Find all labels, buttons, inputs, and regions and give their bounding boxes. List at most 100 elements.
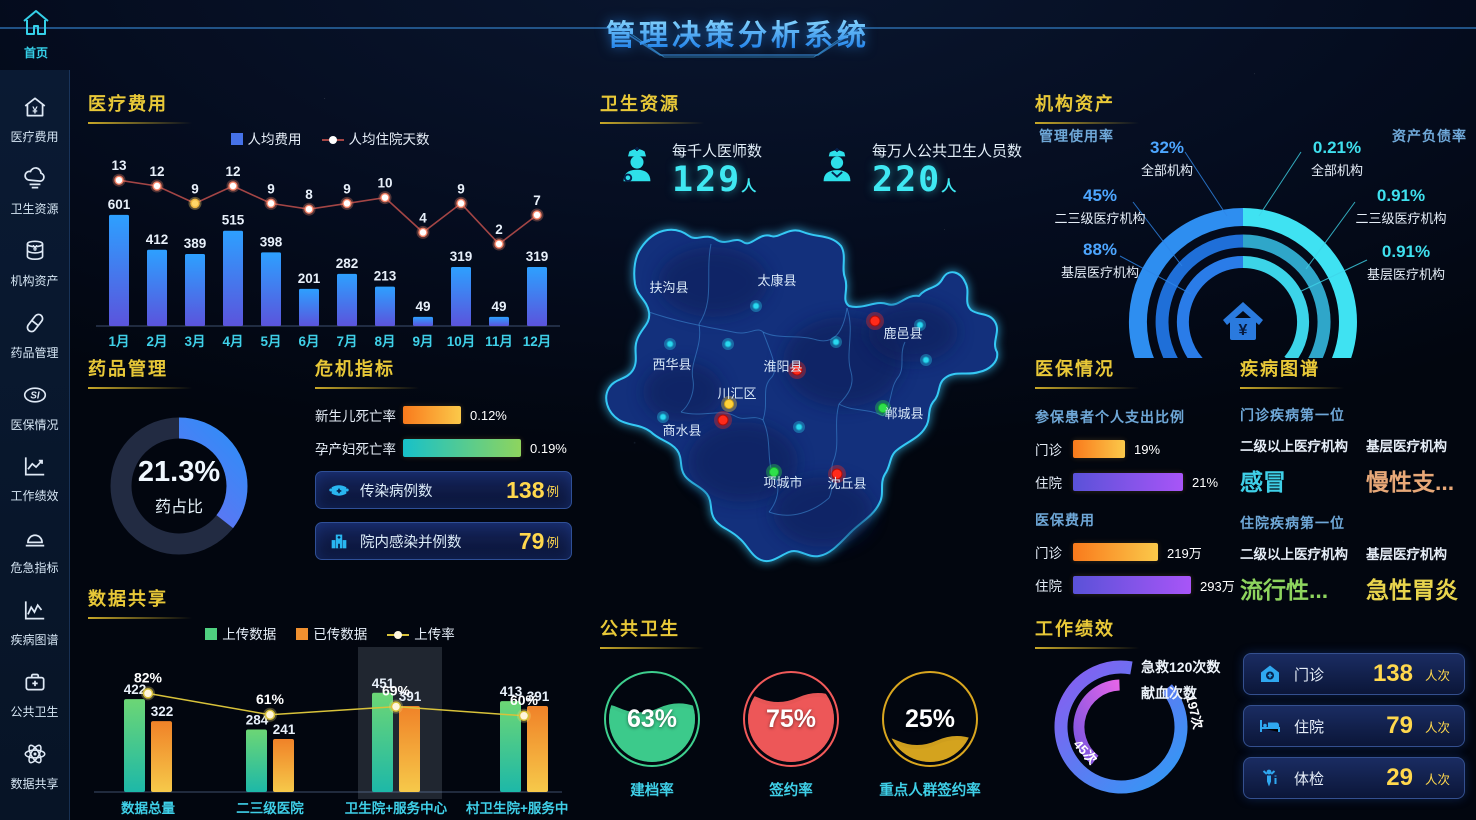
disease-org: 二级以上医疗机构 bbox=[1240, 547, 1348, 562]
map-dot-green[interactable] bbox=[769, 467, 779, 477]
map-dot-red[interactable] bbox=[791, 364, 803, 376]
line-point[interactable] bbox=[494, 239, 504, 249]
card-unit: 人次 bbox=[1424, 772, 1450, 787]
nav-home[interactable]: 首页 bbox=[16, 8, 56, 61]
map-dot-cyan[interactable] bbox=[832, 338, 840, 346]
sent-bar[interactable] bbox=[273, 738, 294, 792]
upload-bar[interactable] bbox=[246, 729, 267, 792]
liquid-gauge-重点人群签约率[interactable]: 25% bbox=[882, 671, 978, 767]
svg-text:7: 7 bbox=[533, 193, 541, 208]
map-dot-red[interactable] bbox=[869, 315, 881, 327]
crisis-bar[interactable] bbox=[403, 406, 461, 424]
line-point[interactable] bbox=[114, 175, 124, 185]
sidebar-item-org-assets[interactable]: ¥ 机构资产 bbox=[0, 238, 69, 289]
bar-8月[interactable] bbox=[375, 286, 395, 326]
sidebar-item-critical-indicators[interactable]: 危急指标 bbox=[0, 525, 69, 576]
bar-7月[interactable] bbox=[337, 273, 357, 326]
sidebar-item-medical-cost[interactable]: ¥ 医疗费用 bbox=[0, 94, 69, 145]
insurance-bar[interactable] bbox=[1073, 473, 1183, 491]
nurse-icon bbox=[823, 148, 851, 182]
bar-2月[interactable] bbox=[147, 249, 167, 326]
map-dot-yellow[interactable] bbox=[724, 399, 734, 409]
section-title-drug-mgmt: 药品管理 bbox=[88, 355, 168, 389]
medical-cost-chart[interactable]: 6011月4122月3893月5154月3985月2016月2827月2138月… bbox=[88, 150, 568, 362]
insurance-row-门诊: 门诊 19% bbox=[1035, 439, 1240, 459]
map-dot-red[interactable] bbox=[717, 414, 729, 426]
performance-card-体检[interactable]: 体检 29 人次 bbox=[1243, 757, 1465, 799]
rate-point[interactable] bbox=[518, 710, 530, 722]
gauge-percent: 75% bbox=[765, 704, 817, 733]
map-dot-cyan[interactable] bbox=[922, 356, 930, 364]
crisis-bar[interactable] bbox=[403, 439, 521, 457]
line-point[interactable] bbox=[304, 204, 314, 214]
sent-bar[interactable] bbox=[399, 705, 420, 792]
sidebar-item-performance[interactable]: 工作绩效 bbox=[0, 453, 69, 504]
bar-3月[interactable] bbox=[185, 254, 205, 326]
drug-ratio-donut[interactable]: 21.3% 药占比 bbox=[104, 411, 254, 561]
upload-bar[interactable] bbox=[124, 699, 145, 792]
upload-bar[interactable] bbox=[372, 692, 393, 792]
line-point[interactable] bbox=[380, 192, 390, 203]
header-decoration bbox=[0, 27, 1476, 58]
line-point[interactable] bbox=[456, 198, 466, 209]
liquid-gauge-建档率[interactable]: 63% bbox=[604, 671, 700, 767]
insurance-bar[interactable] bbox=[1073, 543, 1158, 561]
line-point[interactable] bbox=[190, 198, 200, 209]
liquid-gauge-签约率[interactable]: 75% bbox=[743, 671, 839, 767]
bar-10月[interactable] bbox=[451, 266, 471, 326]
insurance-bar[interactable] bbox=[1073, 440, 1125, 458]
map-dot-red[interactable] bbox=[831, 468, 843, 480]
svg-text:12: 12 bbox=[149, 164, 164, 179]
performance-card-住院[interactable]: 住院 79 人次 bbox=[1243, 705, 1465, 747]
bar-12月[interactable] bbox=[527, 266, 547, 326]
legend-sent[interactable]: 已传数据 bbox=[296, 623, 367, 643]
sent-bar[interactable] bbox=[151, 721, 172, 792]
sidebar-item-drug-mgmt[interactable]: 药品管理 bbox=[0, 310, 69, 361]
map-dot-cyan[interactable] bbox=[752, 302, 760, 310]
line-point[interactable] bbox=[532, 210, 542, 220]
line-point[interactable] bbox=[418, 227, 428, 238]
map-dot-cyan[interactable] bbox=[666, 340, 674, 348]
section-title-insurance: 医保情况 bbox=[1035, 355, 1115, 389]
card-value: 29 bbox=[1386, 764, 1413, 791]
rate-point[interactable] bbox=[264, 709, 276, 721]
map-dot-green[interactable] bbox=[878, 403, 888, 413]
legend-bar-series[interactable]: 人均费用 bbox=[230, 128, 302, 148]
line-point[interactable] bbox=[342, 198, 352, 209]
sidebar-item-insurance[interactable]: SI 医保情况 bbox=[0, 382, 69, 433]
line-point[interactable] bbox=[152, 181, 162, 191]
map-dot-cyan[interactable] bbox=[916, 321, 924, 329]
sent-bar[interactable] bbox=[527, 705, 548, 792]
map-label-商水县: 商水县 bbox=[662, 423, 701, 438]
line-point[interactable] bbox=[228, 181, 238, 191]
rate-point[interactable] bbox=[142, 688, 154, 699]
upload-bar[interactable] bbox=[500, 701, 521, 792]
org-asset-gauge[interactable]: ¥ bbox=[1035, 126, 1475, 358]
data-share-chart[interactable]: 422 322 数据总量 284 241 二三级医院 451 391 卫生院+服务中心 413 39… bbox=[88, 645, 568, 820]
performance-card-门诊[interactable]: 门诊 138 人次 bbox=[1243, 653, 1465, 695]
sidebar-item-health-resources[interactable]: 卫生资源 bbox=[0, 166, 69, 217]
legend-line-series[interactable]: 人均住院天数 bbox=[321, 128, 430, 148]
bar-4月[interactable] bbox=[223, 230, 243, 326]
bar-11月[interactable] bbox=[489, 316, 509, 326]
legend-rate[interactable]: 上传率 bbox=[387, 623, 455, 643]
bar-9月[interactable] bbox=[413, 316, 433, 326]
sidebar-item-data-share[interactable]: 数据共享 bbox=[0, 741, 69, 792]
rate-point[interactable] bbox=[390, 701, 402, 712]
map-dot-cyan[interactable] bbox=[795, 423, 803, 431]
bar-5月[interactable] bbox=[261, 252, 281, 326]
line-point[interactable] bbox=[266, 198, 276, 209]
map-dot-cyan[interactable] bbox=[724, 340, 732, 348]
crisis-panel-院内感染并例数[interactable]: 院内感染并例数 79 例 bbox=[315, 522, 572, 560]
legend-upload[interactable]: 上传数据 bbox=[205, 623, 276, 643]
map-dot-cyan[interactable] bbox=[659, 413, 667, 421]
sidebar-item-public-health[interactable]: 公共卫生 bbox=[0, 669, 69, 720]
bar-6月[interactable] bbox=[299, 288, 319, 326]
bar-1月[interactable] bbox=[109, 214, 129, 326]
section-crisis: 危机指标 新生儿死亡率 0.12% 孕产妇死亡率 0.19% 传染病例数 138 例院内感… bbox=[315, 355, 572, 585]
crisis-panel-传染病例数[interactable]: 传染病例数 138 例 bbox=[315, 471, 572, 509]
insurance-bar[interactable] bbox=[1073, 576, 1191, 594]
sidebar-item-disease-atlas[interactable]: 疾病图谱 bbox=[0, 597, 69, 648]
